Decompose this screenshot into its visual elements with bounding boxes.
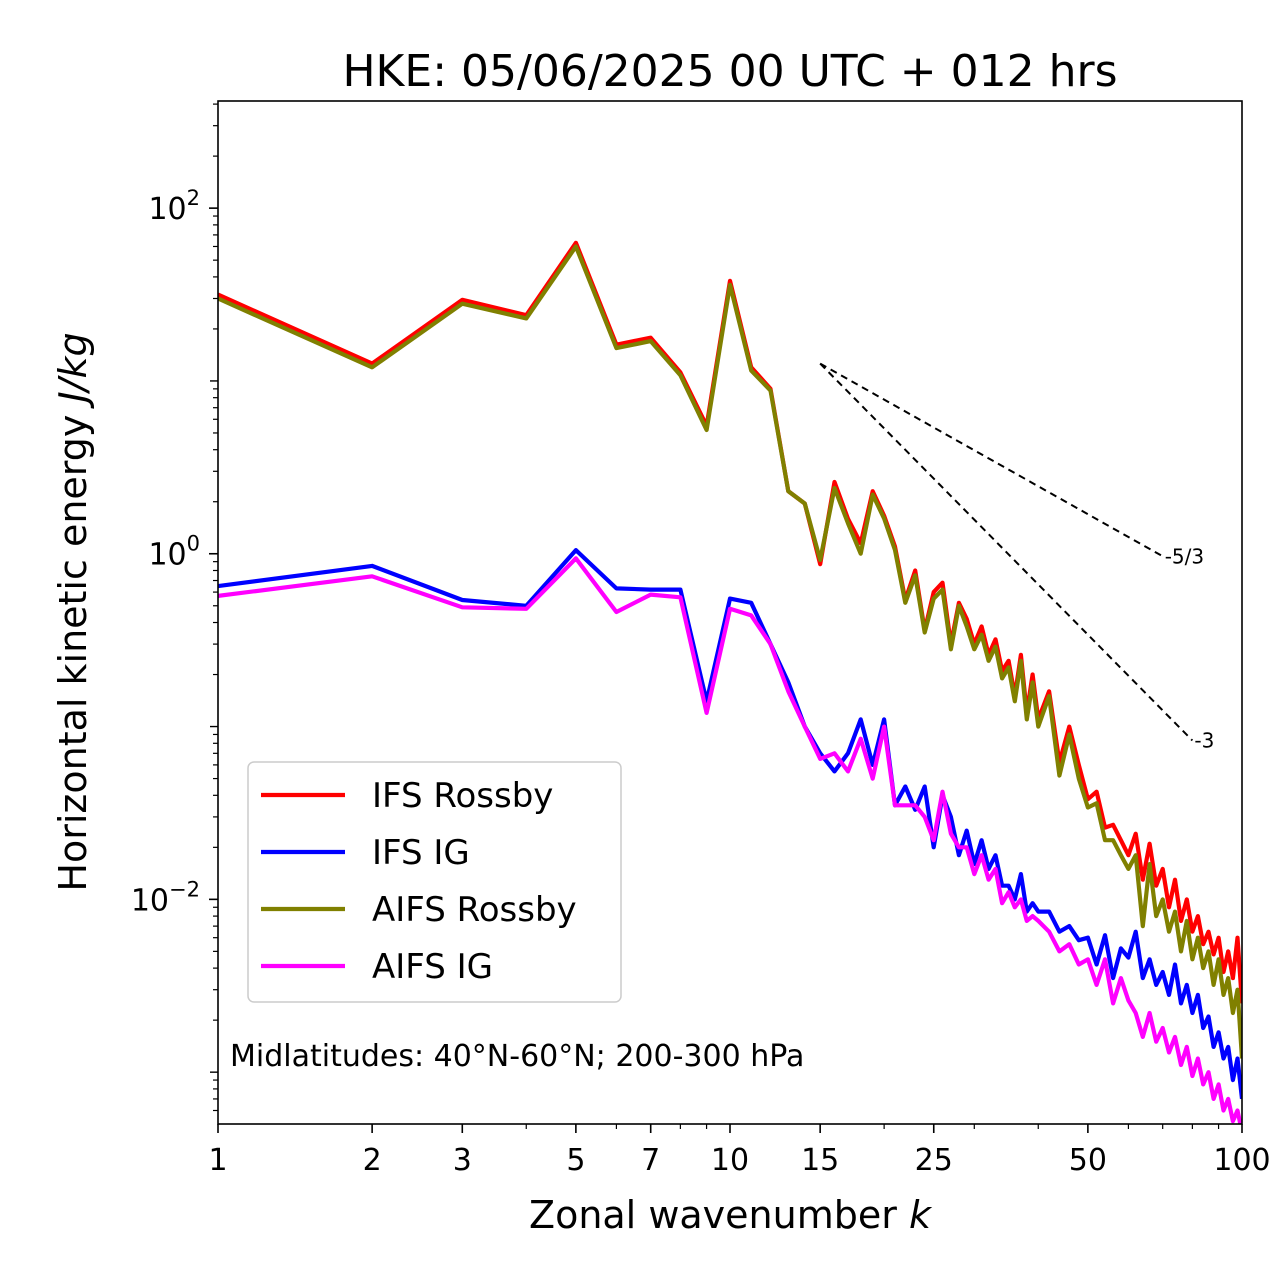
slope-line-1 — [819, 362, 1164, 558]
x-axis-ticks: 1 2 3 5 7 10 15 25 50 100 — [208, 1124, 1271, 1178]
x-tick-label: 3 — [453, 1143, 472, 1178]
x-tick-label: 5 — [566, 1143, 585, 1178]
legend-label: AIFS Rossby — [372, 890, 577, 930]
slope-line-2 — [819, 362, 1194, 742]
y-axis-label: Horizontal kinetic energy J/kg — [51, 332, 95, 891]
series-line-aifs-ig — [218, 556, 1242, 1124]
y-axis-ticks: 102 100 10−2 — [131, 186, 218, 918]
x-tick-label: 1 — [208, 1143, 227, 1178]
x-tick-label: 2 — [363, 1143, 382, 1178]
chart-title: HKE: 05/06/2025 00 UTC + 012 hrs — [342, 46, 1117, 97]
legend-box — [247, 761, 622, 1003]
series-line-aifs-rossby — [218, 244, 1242, 1059]
reference-slope-lines: -5/3 -3 — [819, 362, 1214, 752]
x-tick-label: 25 — [915, 1143, 953, 1178]
x-tick-label: 100 — [1213, 1143, 1270, 1178]
minor-ticks — [210, 103, 1220, 1129]
legend-label: IFS IG — [372, 833, 470, 873]
series-layer — [218, 240, 1242, 1124]
y-tick-label: 100 — [148, 532, 200, 573]
y-tick-label: 10−2 — [131, 877, 200, 918]
x-tick-label: 7 — [641, 1143, 660, 1178]
slope-label-1: -5/3 — [1165, 544, 1204, 568]
slope-label-2: -3 — [1194, 728, 1214, 752]
x-tick-label: 15 — [801, 1143, 839, 1178]
legend-label: AIFS IG — [372, 947, 493, 987]
legend-label: IFS Rossby — [372, 776, 553, 816]
x-tick-label: 10 — [711, 1143, 749, 1178]
x-tick-label: 50 — [1069, 1143, 1107, 1178]
x-axis-label: Zonal wavenumber k — [529, 1193, 933, 1237]
y-tick-label: 102 — [148, 186, 200, 227]
region-annotation: Midlatitudes: 40°N-60°N; 200-300 hPa — [230, 1039, 804, 1074]
legend: IFS Rossby IFS IG AIFS Rossby AIFS IG — [247, 761, 622, 1003]
